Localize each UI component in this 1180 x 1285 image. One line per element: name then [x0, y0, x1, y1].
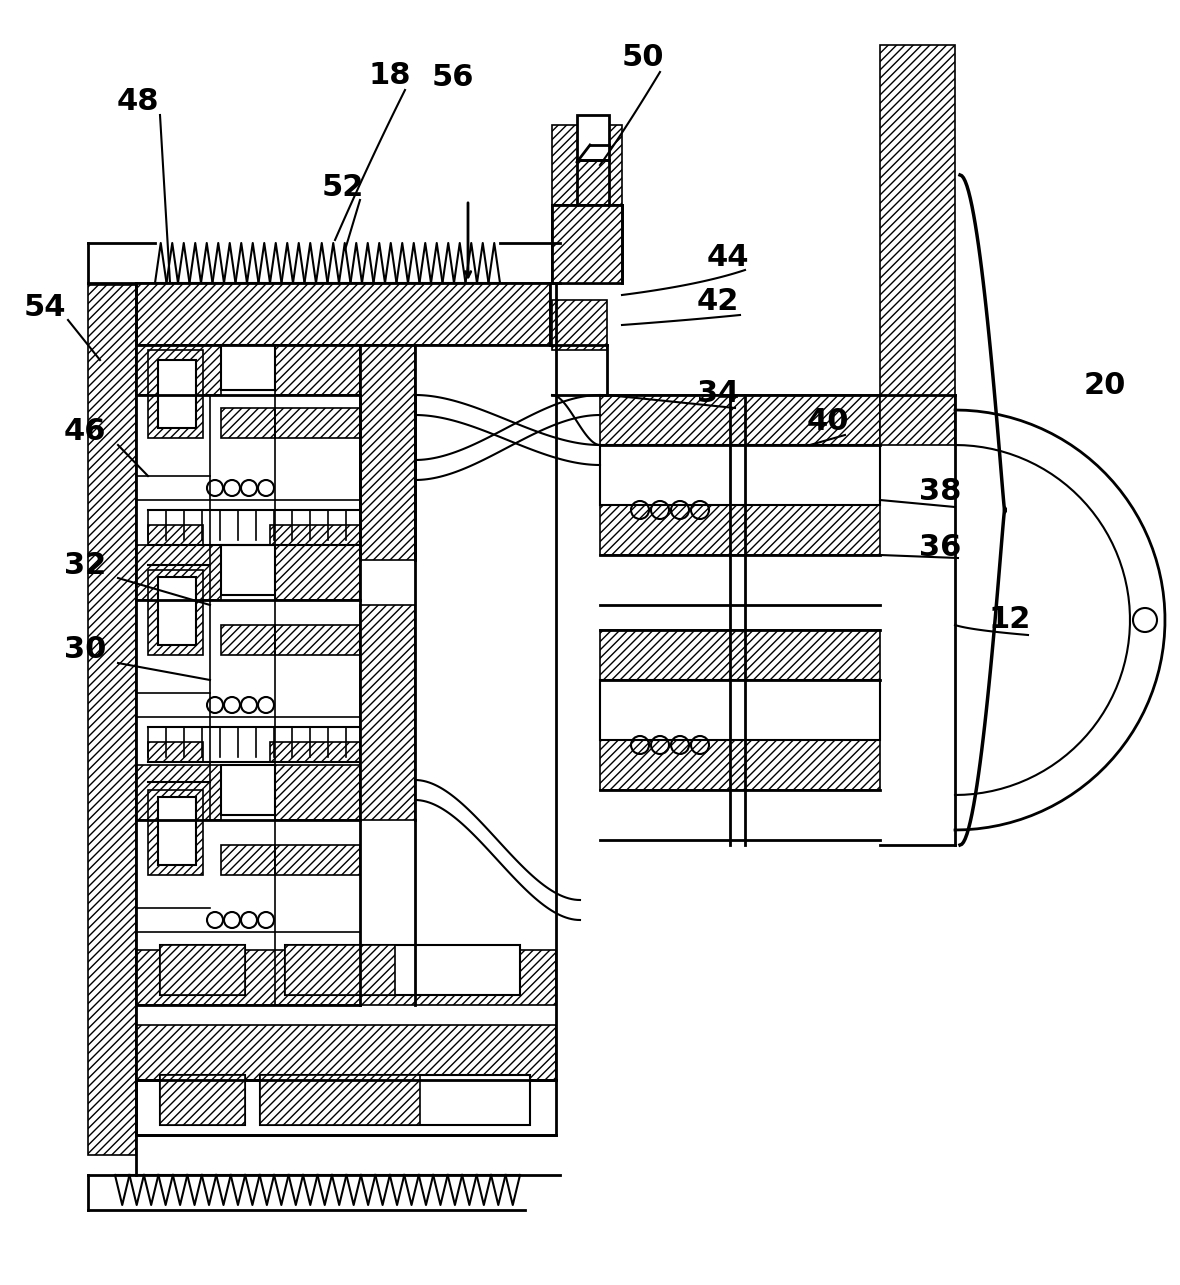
- Bar: [275, 344, 360, 394]
- Bar: [360, 605, 415, 820]
- Text: 52: 52: [322, 173, 365, 203]
- Text: 32: 32: [64, 550, 106, 580]
- Text: 42: 42: [697, 288, 739, 316]
- Bar: [552, 206, 622, 283]
- Text: 34: 34: [697, 379, 739, 407]
- Bar: [270, 526, 360, 545]
- Bar: [286, 944, 520, 995]
- Bar: [599, 505, 880, 555]
- Bar: [158, 797, 196, 865]
- Bar: [577, 114, 609, 161]
- Bar: [552, 125, 622, 206]
- Text: 20: 20: [1083, 370, 1126, 400]
- Bar: [136, 950, 556, 1005]
- Text: 18: 18: [368, 60, 412, 90]
- Bar: [260, 1076, 530, 1124]
- Bar: [221, 545, 275, 595]
- Bar: [880, 45, 955, 445]
- Bar: [275, 846, 360, 875]
- Bar: [599, 445, 880, 505]
- Bar: [160, 1076, 245, 1124]
- Bar: [275, 545, 360, 600]
- Bar: [158, 577, 196, 645]
- Bar: [275, 765, 360, 820]
- Bar: [599, 680, 880, 740]
- Text: 50: 50: [622, 44, 664, 72]
- Bar: [221, 625, 275, 655]
- Bar: [599, 394, 880, 445]
- Bar: [360, 344, 415, 560]
- Text: 54: 54: [24, 293, 66, 323]
- Bar: [221, 409, 275, 438]
- Bar: [270, 741, 360, 762]
- Bar: [136, 765, 221, 820]
- Bar: [148, 526, 203, 545]
- Bar: [148, 571, 203, 655]
- Text: 44: 44: [707, 243, 749, 271]
- Bar: [160, 1076, 245, 1124]
- Bar: [88, 285, 136, 1155]
- Bar: [160, 944, 245, 995]
- Bar: [221, 765, 275, 815]
- Bar: [260, 1076, 420, 1124]
- Text: 12: 12: [989, 605, 1031, 635]
- Bar: [221, 846, 275, 875]
- Bar: [136, 1079, 556, 1135]
- Bar: [136, 545, 221, 600]
- Bar: [221, 344, 275, 391]
- Bar: [552, 206, 622, 283]
- Text: 38: 38: [919, 478, 962, 506]
- Bar: [599, 630, 880, 680]
- Text: 40: 40: [807, 407, 850, 437]
- Bar: [275, 409, 360, 438]
- Bar: [286, 944, 395, 995]
- Bar: [599, 740, 880, 790]
- Bar: [136, 1025, 556, 1079]
- Text: 36: 36: [919, 533, 962, 563]
- Bar: [158, 360, 196, 428]
- Bar: [275, 625, 360, 655]
- Bar: [148, 741, 203, 762]
- Bar: [136, 283, 550, 344]
- Bar: [552, 299, 607, 350]
- Bar: [136, 344, 221, 394]
- Bar: [148, 790, 203, 875]
- Bar: [160, 944, 245, 995]
- Text: 30: 30: [64, 636, 106, 664]
- Text: 48: 48: [117, 87, 159, 117]
- Bar: [148, 350, 203, 438]
- Text: 46: 46: [64, 418, 106, 446]
- Text: 56: 56: [432, 63, 474, 93]
